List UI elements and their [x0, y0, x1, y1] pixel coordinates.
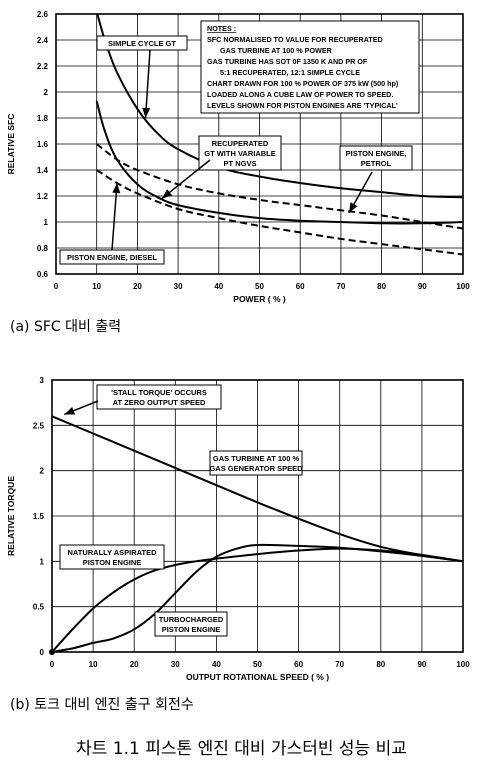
torque-vs-speed-chart: 0 10 20 30 40 50 60 70 80 90 100 0 0.5 1 1.5 2 2.5 3 OUTPU… — [6, 376, 470, 682]
y-tick-label: 3 — [40, 376, 45, 385]
y-tick-label: 1.4 — [37, 166, 49, 175]
chart-b-x-axis-label: OUTPUT ROTATIONAL SPEED ( % ) — [186, 672, 329, 682]
y-tick-label: 2.4 — [37, 36, 49, 45]
y-tick-label: 0 — [40, 648, 45, 657]
y-tick-label: 0.6 — [37, 270, 49, 279]
label-diesel-line: PISTON ENGINE, DIESEL — [67, 253, 157, 262]
notes-line: 5:1 RECUPERATED, 12:1 SIMPLE CYCLE — [220, 68, 360, 77]
x-tick-label: 30 — [171, 660, 180, 669]
x-tick-label: 0 — [54, 282, 59, 291]
label-simple-cycle-line: SIMPLE CYCLE GT — [108, 39, 176, 48]
label-recuperated-line: PT NGVS — [224, 159, 257, 168]
label-gas-turbine-line: GAS TURBINE AT 100 % — [213, 454, 300, 463]
label-naturally-aspirated-line: PISTON ENGINE — [83, 558, 142, 567]
x-tick-label: 10 — [89, 660, 98, 669]
x-tick-label: 50 — [255, 282, 264, 291]
x-tick-label: 60 — [296, 282, 305, 291]
origin-point — [49, 649, 55, 655]
notes-line: SFC NORMALISED TO VALUE FOR RECUPERATED — [207, 35, 383, 44]
chart-b-series-group — [51, 415, 464, 653]
y-tick-label: 0.5 — [33, 603, 45, 612]
arrow-recuperated-head — [161, 189, 173, 199]
notes-line: GAS TURBINE HAS SOT 0F 1350 K AND PR OF — [207, 57, 368, 66]
label-simple-cycle-box — [96, 35, 188, 51]
y-tick-label: 1 — [40, 557, 45, 566]
y-tick-label: 2.2 — [37, 62, 49, 71]
arrow-simple-cycle-shaft — [144, 49, 151, 119]
arrow-stall-torque-head — [64, 407, 76, 415]
y-tick-label: 1.5 — [33, 512, 45, 521]
x-tick-label: 90 — [417, 660, 426, 669]
arrow-diesel-shaft — [111, 182, 118, 251]
series-line — [51, 543, 464, 653]
x-tick-label: 40 — [212, 660, 221, 669]
label-turbocharged-box — [154, 611, 228, 637]
chart-b-plot-frame — [51, 379, 464, 653]
label-recuperated-box — [198, 135, 282, 171]
notes-box — [200, 20, 420, 114]
series-line — [96, 143, 463, 230]
sfc-vs-power-chart: 0 10 20 30 40 50 60 70 80 90 100 0.6 0.8 1 1.2 1.4 1.6 1.… — [6, 10, 470, 304]
label-stall-torque-line: 'STALL TORQUE' OCCURS — [111, 388, 207, 397]
y-tick-label: 1.6 — [37, 140, 49, 149]
y-tick-label: 2.6 — [37, 10, 49, 19]
label-turbocharged-line: TURBOCHARGED — [159, 615, 224, 624]
x-tick-label: 40 — [214, 282, 223, 291]
label-stall-torque-box — [96, 384, 222, 410]
x-tick-label: 20 — [133, 282, 142, 291]
x-tick-label: 10 — [92, 282, 101, 291]
y-tick-label: 0.8 — [37, 244, 49, 253]
chart-a-y-axis-label: RELATIVE SFC — [6, 114, 16, 175]
x-tick-label: 30 — [174, 282, 183, 291]
label-gas-turbine-line: GAS GENERATOR SPEED — [209, 464, 303, 473]
x-tick-label: 60 — [294, 660, 303, 669]
notes-line: NOTES : — [207, 24, 236, 33]
x-tick-label: 20 — [130, 660, 139, 669]
label-turbocharged-line: PISTON ENGINE — [162, 625, 221, 634]
x-tick-label: 80 — [376, 660, 385, 669]
y-tick-label: 1 — [44, 218, 49, 227]
x-tick-label: 70 — [335, 660, 344, 669]
label-petrol-line: PETROL — [361, 159, 392, 168]
arrow-simple-cycle-head — [142, 107, 151, 118]
y-tick-label: 1.8 — [37, 114, 49, 123]
arrow-recuperated-shaft — [161, 159, 211, 200]
chart-a-caption: (a) SFC 대비 출력 — [10, 319, 122, 335]
arrow-petrol-head — [349, 202, 358, 213]
series-line — [96, 169, 463, 256]
y-tick-label: 2 — [40, 467, 45, 476]
notes-line: GAS TURBINE AT 100 % POWER — [220, 46, 333, 55]
label-recuperated-line: GT WITH VARIABLE — [204, 149, 276, 158]
chart-a-x-axis-label: POWER ( % ) — [233, 294, 286, 304]
label-naturally-aspirated-line: NATURALLY ASPIRATED — [67, 548, 157, 557]
chart-b-y-axis-label: RELATIVE TORQUE — [6, 476, 16, 556]
x-tick-label: 0 — [50, 660, 55, 669]
label-petrol-line: PISTON ENGINE, — [346, 149, 407, 158]
x-tick-label: 100 — [456, 282, 470, 291]
notes-line: CHART DRAWN FOR 100 % POWER OF 375 kW (5… — [207, 79, 399, 88]
x-tick-label: 90 — [418, 282, 427, 291]
y-tick-label: 1.2 — [37, 192, 49, 201]
x-tick-label: 50 — [253, 660, 262, 669]
notes-line: LEVELS SHOWN FOR PISTON ENGINES ARE 'TYP… — [207, 101, 398, 110]
label-recuperated-line: RECUPERATED — [212, 139, 269, 148]
arrow-diesel-head — [112, 183, 121, 194]
x-tick-label: 100 — [456, 660, 470, 669]
x-tick-label: 80 — [377, 282, 386, 291]
y-tick-label: 2 — [44, 88, 49, 97]
chart-b-grid — [51, 379, 464, 653]
label-stall-torque-line: AT ZERO OUTPUT SPEED — [113, 398, 206, 407]
chart-a-plot-frame — [55, 13, 464, 275]
chart-b-caption: (b) 토크 대비 엔진 출구 회전수 — [10, 697, 194, 713]
label-gas-turbine-box — [209, 450, 303, 476]
y-tick-label: 2.5 — [33, 421, 45, 430]
figure-caption: 차트 1.1 피스톤 엔진 대비 가스터빈 성능 비교 — [76, 739, 407, 759]
series-line — [51, 415, 464, 563]
label-petrol-box — [339, 145, 413, 171]
x-tick-label: 70 — [336, 282, 345, 291]
label-naturally-aspirated-box — [59, 544, 165, 570]
notes-line: LOADED ALONG A CUBE LAW OF POWER TO SPEE… — [207, 90, 393, 99]
